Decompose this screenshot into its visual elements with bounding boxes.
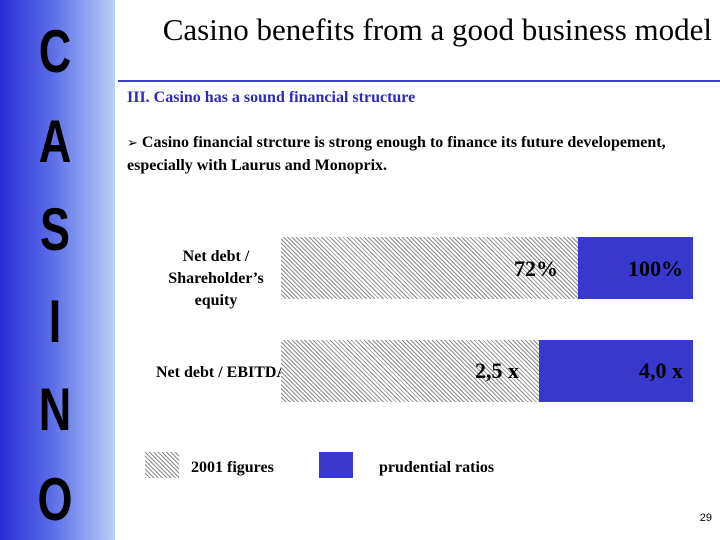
legend-swatch-prudential (319, 452, 353, 478)
side-letter: A (38, 108, 72, 175)
legend-label-2001: 2001 figures (191, 459, 274, 476)
side-letter: N (38, 376, 72, 443)
side-letter: O (37, 466, 73, 533)
bar-2001-equity (281, 237, 578, 299)
page-number: 29 (699, 512, 712, 524)
value-label-2001-ebitda: 2,5 x (475, 358, 519, 383)
value-label-2001-equity: 72% (514, 256, 558, 281)
legend-label-prudential: prudential ratios (379, 459, 495, 476)
side-letter: I (48, 288, 62, 355)
row-label-ebitda: Net debt / EBITDA (155, 364, 288, 381)
row-label-equity: Net debt / Shareholder’s equity (168, 248, 264, 309)
side-band: C A S I N O (0, 0, 115, 540)
side-letter: S (39, 196, 71, 263)
arrow-bullet-icon: ➢ (127, 136, 138, 151)
value-label-prudential-equity: 100% (628, 256, 683, 281)
slide-title: Casino benefits from a good business mod… (162, 12, 712, 47)
bullet-point: ➢ Casino financial strcture is strong eno… (127, 132, 687, 177)
title-underline (118, 80, 720, 82)
section-heading: III. Casino has a sound financial struct… (127, 89, 416, 106)
bar-prudential-ebitda (539, 340, 693, 402)
bullet-text: Casino financial strcture is strong enou… (127, 134, 666, 174)
bar-prudential-equity (578, 237, 693, 299)
legend-swatch-2001 (145, 452, 179, 478)
value-label-prudential-ebitda: 4,0 x (639, 358, 683, 383)
side-letter: C (38, 18, 72, 85)
bar-2001-ebitda (281, 340, 539, 402)
